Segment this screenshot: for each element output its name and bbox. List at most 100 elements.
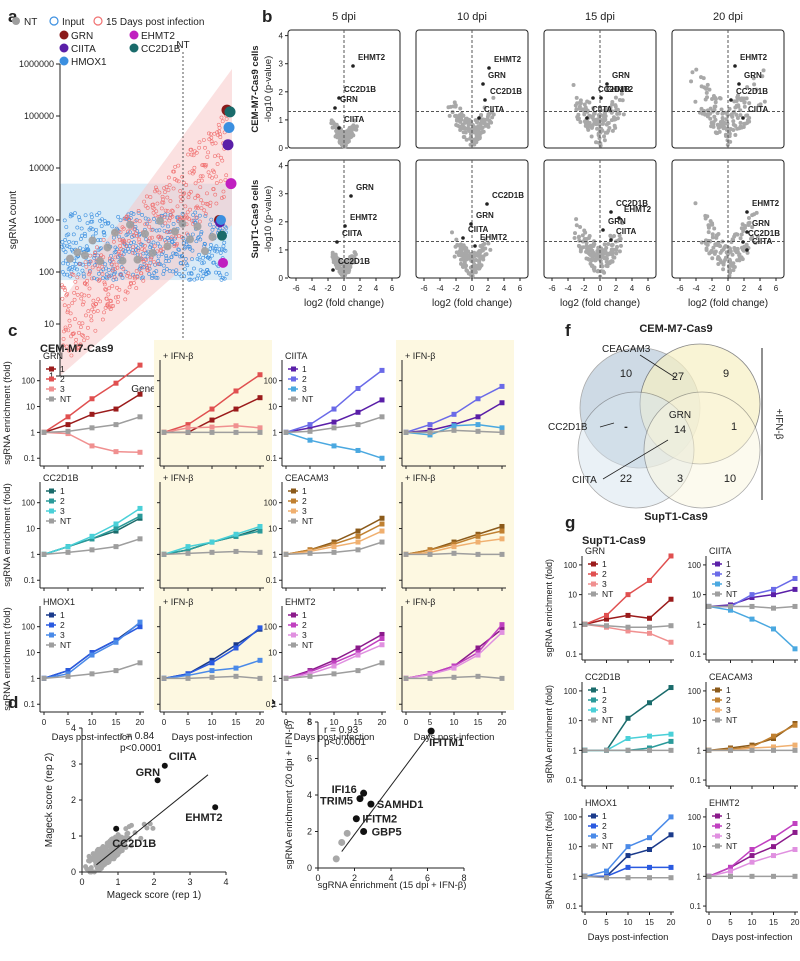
g-series-marker xyxy=(604,747,609,753)
b-data-point xyxy=(592,111,597,116)
c-ytick-label: 1 xyxy=(31,674,36,683)
post-infection-point xyxy=(203,145,207,150)
e-point-label: IFI16 xyxy=(332,784,357,796)
c-ytick-label: 10 xyxy=(26,403,35,412)
input-point xyxy=(199,276,204,281)
b-data-point xyxy=(600,264,605,269)
nt-point xyxy=(66,254,74,263)
c-series-marker xyxy=(65,549,71,555)
post-infection-point xyxy=(137,240,142,245)
d-xtick-label: 4 xyxy=(223,877,228,887)
b-gene-point xyxy=(585,116,589,120)
c-series-marker xyxy=(65,668,71,674)
input-point xyxy=(73,211,77,216)
post-infection-point xyxy=(135,234,139,238)
venn-pointer xyxy=(602,439,669,480)
nt-point xyxy=(193,222,202,231)
c-series-marker xyxy=(307,425,313,431)
input-point xyxy=(162,268,167,273)
b-data-point xyxy=(577,106,582,111)
c-series-marker xyxy=(65,671,71,677)
b-data-point xyxy=(710,221,715,226)
input-point xyxy=(177,272,182,276)
post-infection-point xyxy=(176,179,181,184)
d-data-point xyxy=(126,824,132,830)
input-point xyxy=(140,213,145,217)
c-series-marker xyxy=(355,547,361,553)
post-infection-point xyxy=(162,186,167,191)
input-point xyxy=(140,243,145,247)
b-data-point xyxy=(699,84,704,89)
post-infection-point xyxy=(75,292,80,297)
input-point xyxy=(136,246,141,251)
c-series-marker xyxy=(209,657,215,663)
c-series-marker xyxy=(451,411,457,417)
b-data-point xyxy=(710,256,715,261)
post-infection-point xyxy=(89,314,93,319)
post-infection-point xyxy=(119,272,123,277)
b-data-point xyxy=(737,255,742,260)
c-series-marker xyxy=(331,406,337,412)
post-infection-point xyxy=(73,279,78,284)
post-infection-point xyxy=(153,213,158,218)
b-gene-label: CC2D1B xyxy=(492,191,524,200)
input-point xyxy=(214,249,219,254)
b-data-point xyxy=(717,129,722,134)
b-data-point xyxy=(458,257,463,262)
g-series-marker xyxy=(706,747,712,753)
c-series-marker xyxy=(257,425,263,431)
post-infection-point xyxy=(167,218,172,223)
g-series-marker xyxy=(625,736,631,742)
c-series-marker xyxy=(137,624,143,630)
c-xlabel: Days post-infection xyxy=(294,732,375,743)
venn-count: 1 xyxy=(731,421,737,433)
b-data-point xyxy=(733,247,738,252)
c-ytick-label: 100 xyxy=(264,377,278,386)
post-infection-point xyxy=(176,163,181,168)
d-ylabel: Mageck score (rep 2) xyxy=(44,753,55,847)
b-data-point xyxy=(582,228,587,233)
post-infection-point xyxy=(195,193,200,198)
post-infection-point xyxy=(136,209,141,213)
c-legend-marker xyxy=(49,612,54,618)
b-data-point xyxy=(474,258,479,263)
panel-label-f: f xyxy=(565,321,571,340)
b-data-point xyxy=(588,261,593,266)
b-data-point xyxy=(752,82,757,87)
g-series-marker xyxy=(792,873,798,879)
post-infection-point xyxy=(161,200,166,205)
venn-gene-label: CIITA xyxy=(572,475,597,486)
c-xtick-label: 20 xyxy=(256,718,265,727)
g-series-marker xyxy=(625,715,631,721)
post-infection-point xyxy=(82,338,86,343)
c-legend-marker xyxy=(49,488,54,494)
input-point xyxy=(120,275,125,280)
b-row-title: SupT1-Cas9 cells xyxy=(250,180,261,259)
b-data-point xyxy=(487,118,492,123)
c-legend-label: 2 xyxy=(302,620,307,630)
b-xtick-label: 2 xyxy=(742,284,747,293)
g-series-marker xyxy=(604,616,609,622)
g-legend-marker xyxy=(591,697,596,703)
post-infection-point xyxy=(116,294,121,299)
post-infection-point xyxy=(144,194,149,199)
g-series-marker xyxy=(792,742,798,748)
post-infection-point xyxy=(113,255,118,260)
input-point xyxy=(208,246,213,251)
b-gene-label: GRN xyxy=(488,71,506,80)
d-ytick-label: 2 xyxy=(71,795,76,805)
post-infection-point xyxy=(67,318,72,323)
b-data-point xyxy=(604,256,609,261)
c-series-marker xyxy=(233,531,239,537)
c-series-marker xyxy=(427,429,433,435)
c-gene-name: CC2D1B xyxy=(43,473,79,483)
post-infection-point xyxy=(62,285,67,290)
b-data-point xyxy=(715,241,720,246)
post-infection-point xyxy=(127,285,132,290)
nt-point xyxy=(133,255,142,264)
input-point xyxy=(108,273,113,278)
c-series-marker xyxy=(379,642,385,648)
post-infection-point xyxy=(84,264,89,269)
c-series-marker xyxy=(355,668,361,674)
b-xtick-label: -2 xyxy=(452,284,460,293)
